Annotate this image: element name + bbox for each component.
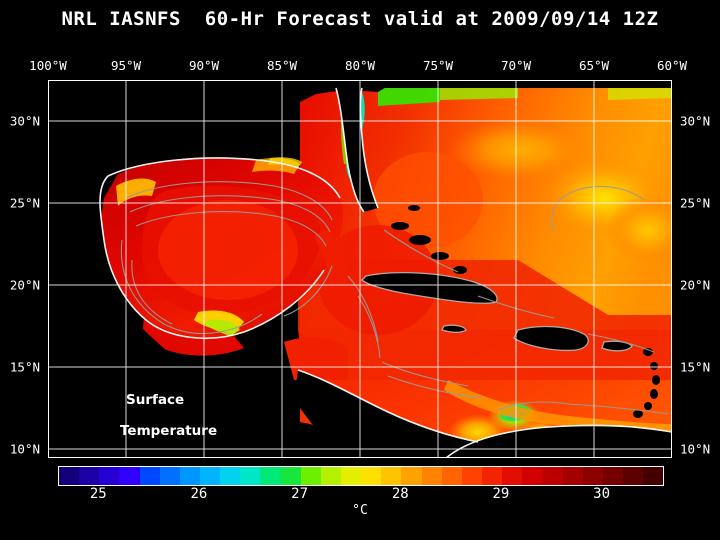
lat-tick-label: 25°N [680,195,711,211]
sea-surface-temperature-raster [48,80,672,458]
colorbar-swatch [441,467,462,485]
colorbar-swatch [119,467,140,485]
colorbar-swatch [481,467,503,485]
lon-tick-label: 85°W [266,58,298,73]
lon-tick-label: 90°W [188,58,220,73]
colorbar-tick-label: 27 [291,486,309,502]
colorbar-tick-label: 30 [593,486,611,502]
lat-tick-label: 25°N [9,195,40,211]
lat-tick-label: 20°N [680,277,711,293]
colorbar-swatch [602,467,623,485]
colorbar-swatch [461,467,482,485]
annotation-temperature: Temperature [120,423,218,439]
colorbar-swatch [139,467,160,485]
colorbar-swatch [361,467,382,485]
colorbar-swatch [562,467,583,485]
colorbar-swatch [421,467,442,485]
lon-tick-label: 80°W [344,58,376,73]
colorbar-swatch [240,467,261,485]
longitude-axis-top: 100°W 95°W 90°W 85°W 80°W 75°W 70°W 65°W 60°W [29,58,687,74]
lon-tick-label: 75°W [422,58,454,73]
lon-tick-label: 60°W [656,58,688,73]
lat-tick-label: 10°N [9,441,40,457]
annotation-surface: Surface [126,392,185,408]
lat-tick-label: 15°N [680,359,711,375]
colorbar-swatch [622,467,644,485]
colorbar-swatch [401,467,422,485]
map-plot-area[interactable]: Surface Temperature [48,80,672,458]
lon-tick-label: 100°W [29,58,67,73]
colorbar-tick-label: 25 [89,486,107,502]
colorbar-swatch [643,467,664,485]
lon-tick-label: 95°W [110,58,142,73]
colorbar-swatch [522,467,543,485]
colorbar-tick-label: 28 [391,486,409,502]
colorbar-swatch [280,467,301,485]
colorbar-swatch [159,467,180,485]
lon-tick-label: 65°W [578,58,610,73]
colorbar-swatch [300,467,321,485]
colorbar-swatch [59,467,80,485]
colorbar-swatch [79,467,100,485]
colorbar-swatch [502,467,523,485]
colorbar-unit-label: °C [352,503,368,518]
colorbar-swatch [179,467,200,485]
latitude-axis-right: 30°N 25°N 20°N 15°N 10°N [676,80,720,458]
lat-tick-label: 10°N [680,441,711,457]
lat-tick-label: 15°N [9,359,40,375]
colorbar-tick-label: 29 [492,486,510,502]
colorbar-swatch [340,467,362,485]
colorbar-tick-labels: 25 26 27 28 29 30 [58,486,662,504]
colorbar-swatch [542,467,563,485]
lat-tick-label: 30°N [9,113,40,129]
figure-title: NRL IASNFS 60-Hr Forecast valid at 2009/… [61,8,659,30]
colorbar-swatch [381,467,402,485]
colorbar-swatch [199,467,221,485]
colorbar-swatch [220,467,241,485]
colorbar-tick-label: 26 [190,486,208,502]
latitude-axis-left: 30°N 25°N 20°N 15°N 10°N [0,80,44,458]
colorbar-swatch [582,467,603,485]
lat-tick-label: 20°N [9,277,40,293]
colorbar-swatch [99,467,120,485]
lat-tick-label: 30°N [680,113,711,129]
colorbar-swatch [320,467,341,485]
colorbar[interactable] [58,466,664,486]
lon-tick-label: 70°W [500,58,532,73]
colorbar-swatch [260,467,281,485]
